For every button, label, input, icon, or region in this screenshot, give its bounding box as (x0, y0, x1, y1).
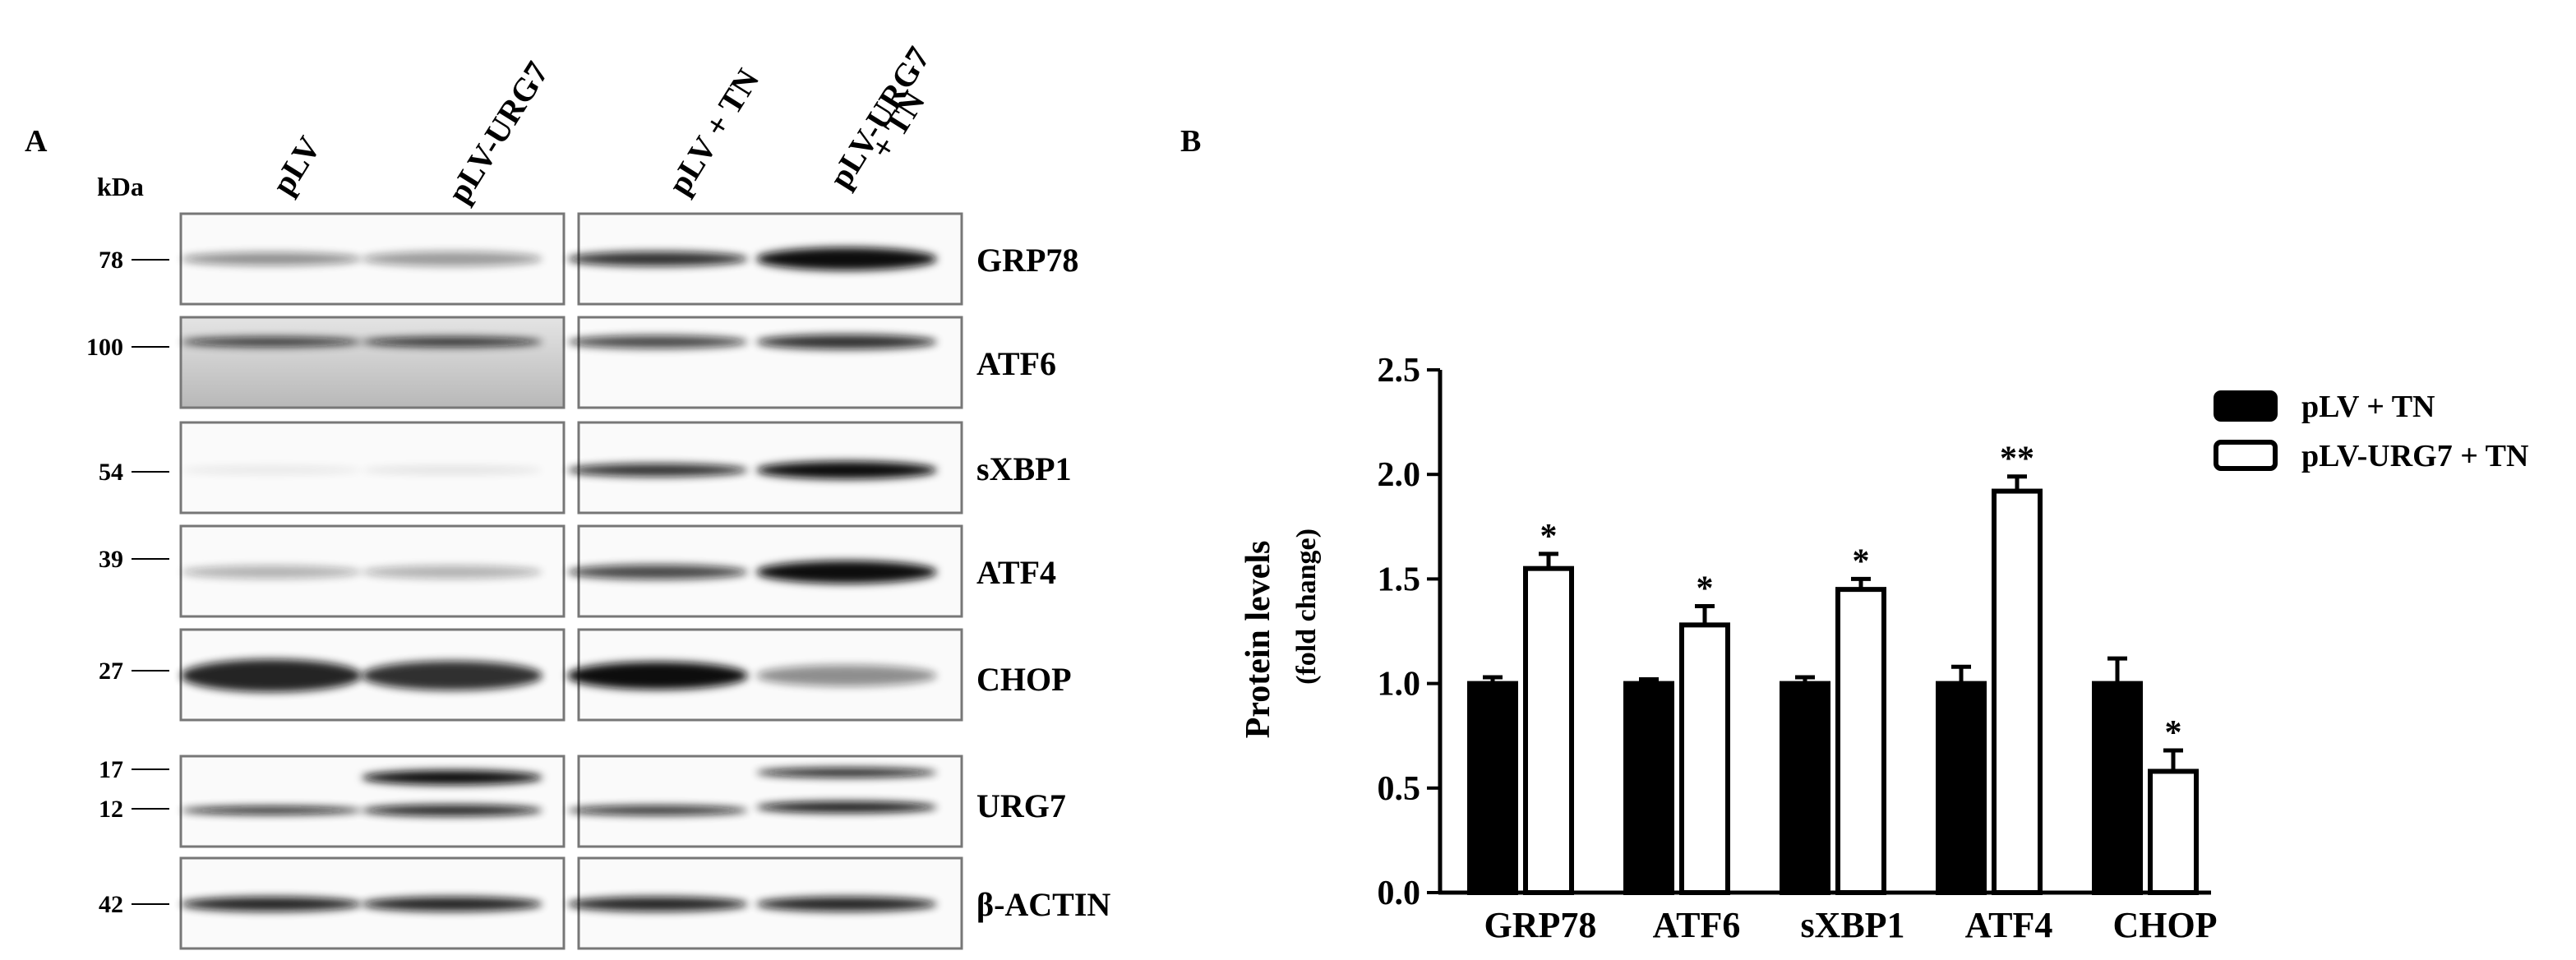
protein-label: sXBP1 (976, 450, 1072, 487)
bar (2092, 681, 2143, 895)
band (362, 897, 542, 912)
protein-label: ATF6 (976, 345, 1056, 382)
bar (1467, 681, 1518, 895)
lane-label: pLV (264, 130, 328, 201)
x-tick-label: ATF6 (1653, 905, 1741, 945)
marker-label: 12 (99, 796, 123, 823)
band (181, 897, 362, 912)
band (756, 335, 937, 349)
legend-label: pLV-URG7 + TN (2301, 439, 2528, 473)
band (181, 252, 362, 265)
lane-label: pLV-URG7 (440, 55, 556, 210)
band (181, 565, 362, 579)
band (362, 661, 542, 690)
y-tick-label: 1.5 (1378, 561, 1421, 598)
protein-label: CHOP (976, 661, 1072, 698)
band (756, 665, 937, 686)
marker-label: 39 (99, 546, 123, 573)
bar (1523, 565, 1574, 895)
band (362, 565, 542, 579)
band (756, 247, 937, 270)
band (567, 805, 748, 815)
band (362, 805, 542, 816)
band (362, 252, 542, 266)
band (567, 897, 748, 912)
significance: ** (2000, 441, 2034, 478)
y-tick-label: 2.5 (1378, 352, 1421, 390)
blot-box (179, 755, 566, 848)
band (181, 659, 362, 692)
blot-box (577, 316, 963, 409)
marker-label: 42 (99, 891, 123, 918)
band (756, 801, 937, 813)
significance: * (1697, 570, 1714, 607)
band (362, 770, 542, 785)
band (181, 806, 362, 815)
legend-swatch (2214, 440, 2278, 471)
kda-label: kDa (97, 172, 144, 201)
y-axis-label: Protein levels (1240, 541, 1277, 739)
panel-label: A (25, 124, 48, 159)
panel-label: B (1180, 124, 1201, 159)
band (181, 466, 362, 474)
lane-label: pLV + TN (660, 62, 766, 201)
band (567, 335, 748, 348)
bar (1835, 587, 1886, 895)
significance: * (1853, 542, 1870, 580)
protein-label: β-ACTIN (976, 886, 1110, 923)
band (756, 461, 937, 479)
y-tick-label: 0.0 (1378, 875, 1421, 912)
band (567, 464, 748, 477)
marker-label: 27 (99, 658, 123, 685)
legend-swatch (2214, 390, 2278, 422)
x-tick-label: GRP78 (1484, 905, 1597, 945)
bar (2148, 768, 2199, 895)
band (567, 662, 748, 690)
band (567, 252, 748, 266)
protein-label: ATF4 (976, 554, 1056, 591)
bar (1936, 681, 1987, 895)
y-axis-label: (fold change) (1291, 528, 1322, 685)
band (756, 897, 937, 912)
x-tick-label: ATF4 (1965, 905, 2053, 945)
x-tick-label: sXBP1 (1800, 905, 1904, 945)
y-tick-label: 1.0 (1378, 666, 1421, 704)
legend-label: pLV + TN (2301, 390, 2435, 424)
marker-label: 100 (86, 334, 123, 361)
marker-label: 78 (99, 247, 123, 274)
significance: * (2165, 714, 2182, 752)
bar (1623, 681, 1674, 895)
band (756, 561, 937, 584)
band (756, 768, 937, 778)
significance: * (1540, 518, 1558, 556)
protein-label: URG7 (976, 787, 1066, 824)
blot-box (179, 316, 566, 409)
band (362, 466, 542, 474)
y-tick-label: 2.0 (1378, 456, 1421, 494)
bar (1780, 681, 1830, 895)
protein-label: GRP78 (976, 242, 1078, 279)
y-tick-label: 0.5 (1378, 770, 1421, 808)
bar-chart: 0.0 0.5 1.0 1.5 2.0 2.5 Protein levels (fold ch… (1240, 352, 2528, 945)
bar (1992, 488, 2043, 895)
band (362, 337, 542, 347)
band (567, 565, 748, 579)
x-tick-label: CHOP (2112, 905, 2217, 945)
bar (1679, 622, 1730, 895)
blot-panel: 78 100 54 39 27 17 12 42 GRP78 ATF6 sXBP1 ATF4 CHOP U… (86, 212, 1110, 950)
marker-label: 17 (99, 756, 123, 783)
marker-label: 54 (99, 459, 123, 486)
band (181, 337, 362, 347)
